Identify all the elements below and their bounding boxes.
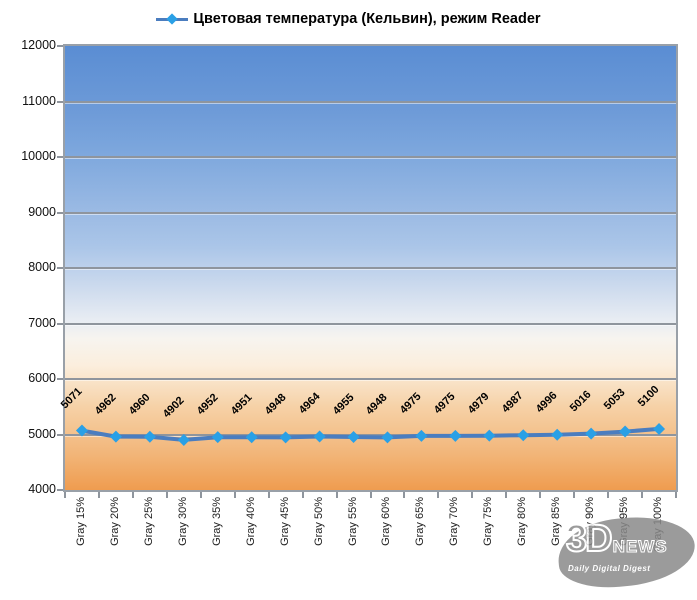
y-tick-label-11000: 11000 bbox=[22, 93, 56, 108]
legend-diamond-icon bbox=[166, 13, 179, 25]
gridline-11000 bbox=[65, 100, 676, 103]
y-tick-label-6000: 6000 bbox=[28, 371, 56, 385]
data-point-marker-1 bbox=[75, 424, 88, 437]
x-tick-mark bbox=[539, 492, 542, 498]
data-point-marker-18 bbox=[653, 422, 666, 435]
y-tick-label-5000: 5000 bbox=[28, 426, 56, 441]
x-category-label-16: Gray 90% bbox=[584, 497, 597, 546]
data-point-marker-10 bbox=[381, 431, 394, 444]
data-point-marker-3 bbox=[143, 430, 156, 443]
x-tick-mark bbox=[165, 492, 168, 498]
y-tick-label-7000: 7000 bbox=[28, 315, 56, 330]
x-category-label-17: Gray 95% bbox=[618, 497, 631, 546]
y-tick-mark bbox=[57, 211, 63, 214]
x-tick-mark bbox=[64, 492, 66, 498]
x-tick-mark bbox=[97, 492, 100, 498]
x-category-label-12: Gray 70% bbox=[448, 497, 461, 546]
x-tick-mark bbox=[403, 492, 406, 498]
data-point-marker-16 bbox=[585, 427, 598, 440]
data-point-marker-4 bbox=[177, 433, 190, 446]
x-category-label-10: Gray 60% bbox=[380, 497, 393, 546]
y-tick-label-10000: 10000 bbox=[21, 149, 56, 163]
x-category-label-3: Gray 25% bbox=[142, 497, 155, 546]
y-tick-label-9000: 9000 bbox=[28, 204, 56, 219]
y-tick-label-12000: 12000 bbox=[21, 38, 56, 52]
y-tick-mark bbox=[57, 100, 63, 103]
gridline-5000 bbox=[65, 433, 676, 436]
watermark-tagline: Daily Digital Digest bbox=[568, 564, 651, 573]
x-tick-mark bbox=[369, 492, 372, 498]
x-category-label-5: Gray 35% bbox=[210, 497, 223, 546]
gridline-10000 bbox=[65, 156, 676, 158]
legend-line-marker-icon bbox=[156, 13, 189, 25]
x-tick-mark bbox=[675, 492, 677, 498]
y-tick-mark bbox=[57, 378, 63, 380]
gridline-8000 bbox=[65, 267, 676, 269]
x-category-label-13: Gray 75% bbox=[482, 497, 495, 546]
data-point-marker-8 bbox=[313, 430, 326, 443]
x-category-label-4: Gray 30% bbox=[176, 497, 189, 546]
data-point-marker-9 bbox=[347, 430, 360, 443]
data-point-marker-2 bbox=[109, 430, 122, 443]
x-tick-mark bbox=[437, 492, 440, 498]
chart-title: Цветовая температура (Кельвин), режим Re… bbox=[193, 11, 541, 27]
data-point-marker-12 bbox=[449, 429, 462, 442]
x-tick-mark bbox=[131, 492, 134, 498]
x-category-label-14: Gray 80% bbox=[516, 497, 529, 546]
y-tick-mark bbox=[57, 433, 63, 436]
plot-area bbox=[63, 44, 678, 492]
data-point-marker-14 bbox=[517, 429, 530, 442]
x-tick-mark bbox=[335, 492, 338, 498]
y-tick-mark bbox=[57, 267, 63, 269]
y-tick-mark bbox=[57, 322, 63, 325]
x-tick-mark bbox=[641, 492, 644, 498]
x-category-label-15: Gray 85% bbox=[550, 497, 563, 546]
x-tick-mark bbox=[505, 492, 508, 498]
series-line-layer bbox=[75, 422, 666, 446]
y-tick-mark bbox=[57, 45, 63, 47]
data-point-marker-13 bbox=[483, 429, 496, 442]
series-line bbox=[81, 426, 660, 442]
y-tick-mark bbox=[57, 156, 63, 158]
y-tick-label-4000: 4000 bbox=[28, 482, 56, 496]
data-point-marker-11 bbox=[415, 429, 428, 442]
x-category-label-8: Gray 50% bbox=[312, 497, 325, 546]
chart-legend: Цветовая температура (Кельвин), режим Re… bbox=[0, 6, 697, 32]
x-tick-mark bbox=[199, 492, 202, 498]
x-category-label-1: Gray 15% bbox=[74, 497, 87, 546]
x-category-label-7: Gray 45% bbox=[278, 497, 291, 546]
x-category-label-11: Gray 65% bbox=[414, 497, 427, 546]
data-point-marker-7 bbox=[279, 431, 292, 444]
x-tick-mark bbox=[267, 492, 270, 498]
data-point-marker-6 bbox=[245, 431, 258, 444]
x-category-label-18: Gray 100% bbox=[652, 497, 665, 553]
x-category-label-9: Gray 55% bbox=[346, 497, 359, 546]
x-category-label-2: Gray 20% bbox=[108, 497, 121, 546]
data-point-marker-5 bbox=[211, 431, 224, 444]
gridline-7000 bbox=[65, 322, 676, 325]
x-tick-mark bbox=[301, 492, 304, 498]
data-point-marker-15 bbox=[551, 428, 564, 441]
gridline-6000 bbox=[65, 378, 676, 380]
x-category-label-6: Gray 40% bbox=[244, 497, 257, 546]
gridline-9000 bbox=[65, 211, 676, 214]
x-tick-mark bbox=[233, 492, 236, 498]
x-tick-mark bbox=[471, 492, 474, 498]
y-tick-mark bbox=[57, 489, 63, 491]
y-tick-label-8000: 8000 bbox=[28, 260, 56, 274]
x-tick-mark bbox=[573, 492, 576, 498]
x-tick-mark bbox=[607, 492, 610, 498]
data-point-marker-17 bbox=[619, 425, 632, 438]
